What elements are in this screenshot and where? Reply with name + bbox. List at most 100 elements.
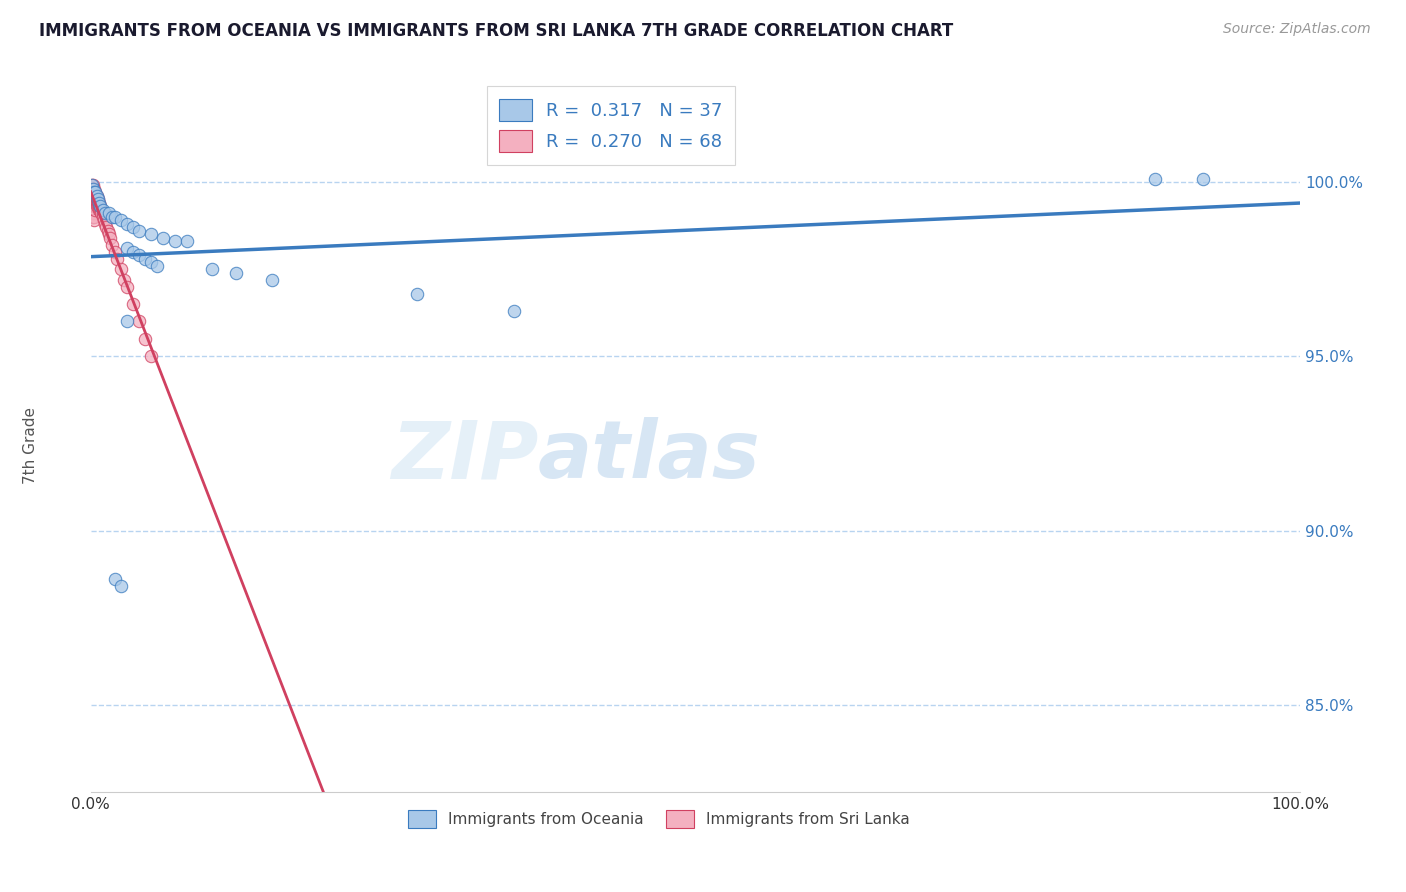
Point [89,199,111,213]
Point [91,206,114,220]
Point [122,220,145,235]
Point [80,193,103,207]
Point [80,206,103,220]
Point [87,195,110,210]
Point [104,572,127,586]
Point [80,199,103,213]
Point [110,213,132,227]
Point [115,314,138,328]
Point [86,199,108,213]
Point [101,210,124,224]
Point [115,241,138,255]
Point [84,189,107,203]
Point [93,213,115,227]
Point [82,189,104,203]
Point [86,195,108,210]
Point [115,279,138,293]
Point [146,259,169,273]
Point [86,193,108,207]
Point [82,210,104,224]
Point [115,217,138,231]
Point [84,195,107,210]
Point [87,193,110,207]
Point [87,195,110,210]
Point [128,314,150,328]
Point [86,189,108,203]
Point [80,178,103,193]
Point [114,272,136,286]
Point [82,182,104,196]
Point [1143,171,1166,186]
Point [128,248,150,262]
Point [89,199,111,213]
Point [96,224,118,238]
Point [83,186,105,200]
Point [82,195,104,210]
Point [260,272,283,286]
Point [84,186,107,200]
Point [110,262,132,277]
Point [83,206,105,220]
Text: Source: ZipAtlas.com: Source: ZipAtlas.com [1223,22,1371,37]
Point [83,189,105,203]
Point [225,266,247,280]
Point [91,210,114,224]
Point [134,252,156,266]
Point [84,186,107,200]
Point [80,178,103,193]
Point [80,189,103,203]
Point [82,199,104,213]
Point [96,220,118,235]
Point [128,224,150,238]
Point [94,206,117,220]
Point [83,182,105,196]
Point [104,244,127,259]
Point [122,244,145,259]
Point [406,286,429,301]
Point [83,193,105,207]
Point [200,262,222,277]
Point [83,186,105,200]
Point [87,202,110,217]
Point [83,195,105,210]
Legend: Immigrants from Oceania, Immigrants from Sri Lanka: Immigrants from Oceania, Immigrants from… [402,804,917,834]
Point [80,182,103,196]
Point [87,199,110,213]
Point [80,186,103,200]
Point [83,213,105,227]
Point [80,195,103,210]
Point [83,199,105,213]
Point [89,202,111,217]
Point [82,182,104,196]
Point [87,193,110,207]
Point [139,349,162,363]
Point [176,234,198,248]
Point [101,237,124,252]
Point [104,210,127,224]
Point [97,206,120,220]
Point [84,199,107,213]
Text: atlas: atlas [538,417,761,495]
Point [139,255,162,269]
Point [139,227,162,242]
Point [87,195,110,210]
Point [105,252,128,266]
Point [503,304,526,318]
Point [83,202,105,217]
Point [82,178,104,193]
Point [90,202,112,217]
Point [86,189,108,203]
Point [152,231,174,245]
Point [84,202,107,217]
Point [80,202,103,217]
Point [87,199,110,213]
Text: IMMIGRANTS FROM OCEANIA VS IMMIGRANTS FROM SRI LANKA 7TH GRADE CORRELATION CHART: IMMIGRANTS FROM OCEANIA VS IMMIGRANTS FR… [39,22,953,40]
Point [84,193,107,207]
Point [80,210,103,224]
Point [97,227,120,242]
Text: 7th Grade: 7th Grade [24,408,38,484]
Point [90,206,112,220]
Point [82,186,104,200]
Point [91,202,114,217]
Point [98,231,121,245]
